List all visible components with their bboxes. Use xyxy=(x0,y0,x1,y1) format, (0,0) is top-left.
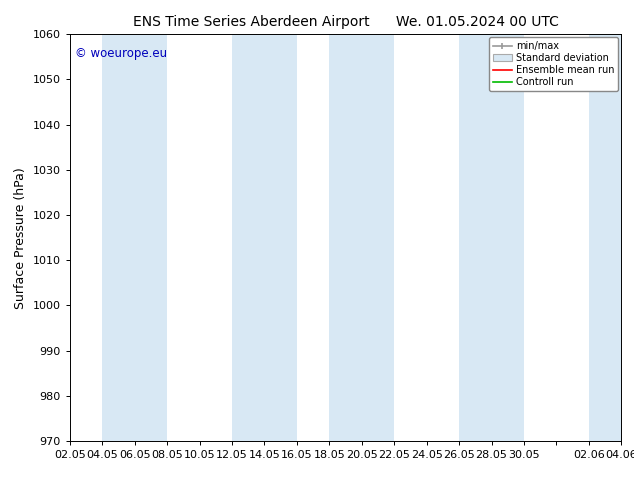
Bar xyxy=(232,34,297,441)
Text: © woeurope.eu: © woeurope.eu xyxy=(75,47,167,59)
Bar xyxy=(102,34,167,441)
Legend: min/max, Standard deviation, Ensemble mean run, Controll run: min/max, Standard deviation, Ensemble me… xyxy=(489,37,618,91)
Title: ENS Time Series Aberdeen Airport      We. 01.05.2024 00 UTC: ENS Time Series Aberdeen Airport We. 01.… xyxy=(133,15,559,29)
Bar xyxy=(329,34,394,441)
Bar xyxy=(589,34,634,441)
Y-axis label: Surface Pressure (hPa): Surface Pressure (hPa) xyxy=(14,167,27,309)
Bar xyxy=(459,34,524,441)
